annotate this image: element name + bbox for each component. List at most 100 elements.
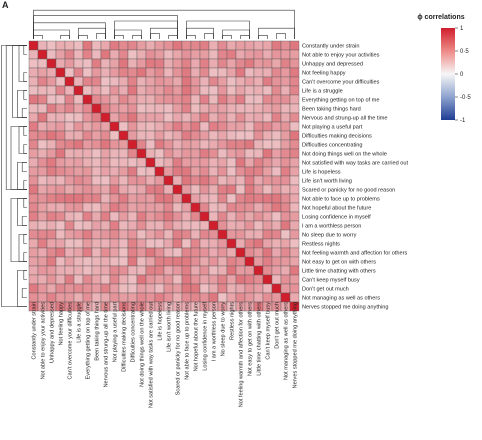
heatmap-cell — [190, 292, 201, 303]
heatmap-cell — [262, 67, 273, 78]
heatmap-cell — [127, 166, 138, 177]
heatmap-cell — [235, 202, 246, 213]
heatmap-cell — [235, 103, 246, 114]
heatmap-cell — [109, 40, 120, 51]
heatmap-cell — [64, 49, 75, 60]
heatmap-cell — [181, 274, 192, 285]
heatmap-cell — [262, 139, 273, 150]
heatmap-cell — [244, 274, 255, 285]
heatmap-cell — [172, 229, 183, 240]
heatmap-cell — [217, 58, 228, 69]
heatmap-cell — [109, 94, 120, 105]
heatmap-cell — [253, 265, 264, 276]
heatmap-cell — [172, 85, 183, 96]
heatmap-cell — [181, 112, 192, 123]
row-label: Little time chatting with others — [302, 269, 376, 275]
heatmap-cell — [244, 121, 255, 132]
heatmap-cell — [181, 157, 192, 168]
row-label: I am a worthless person — [302, 224, 361, 230]
dendrogram-branch — [78, 35, 88, 39]
heatmap-cell — [262, 130, 273, 141]
heatmap-cell — [208, 85, 219, 96]
heatmap-cell — [190, 94, 201, 105]
heatmap-cell — [127, 103, 138, 114]
top-dendrogram — [33, 9, 295, 39]
heatmap-cell — [172, 220, 183, 231]
heatmap-cell — [163, 112, 174, 123]
heatmap-cell — [28, 112, 39, 123]
heatmap-cell — [235, 229, 246, 240]
heatmap-cell — [46, 58, 57, 69]
heatmap-cell — [28, 157, 39, 168]
heatmap-cell — [118, 256, 129, 267]
heatmap-cell — [280, 76, 291, 87]
heatmap-cell — [181, 220, 192, 231]
heatmap-cell — [100, 85, 111, 96]
heatmap-cell — [64, 94, 75, 105]
heatmap-cell — [73, 274, 84, 285]
heatmap-cell — [46, 274, 57, 285]
heatmap-cell — [55, 184, 66, 195]
heatmap-cell — [37, 175, 48, 186]
heatmap-cell — [262, 193, 273, 204]
column-label: Not feeling happy — [59, 302, 65, 346]
heatmap-cell — [190, 121, 201, 132]
heatmap-cell — [226, 265, 237, 276]
heatmap-cell — [37, 274, 48, 285]
heatmap-cell — [289, 256, 300, 267]
heatmap-cell — [64, 229, 75, 240]
dendrogram-branch — [240, 35, 250, 39]
heatmap-cell — [280, 256, 291, 267]
heatmap-cell — [253, 76, 264, 87]
heatmap-cell — [244, 94, 255, 105]
heatmap-cell — [181, 166, 192, 177]
dendrogram-branch — [21, 108, 27, 118]
heatmap-cell — [46, 229, 57, 240]
heatmap-cell — [208, 292, 219, 303]
heatmap-cell — [271, 58, 282, 69]
heatmap-cell — [64, 193, 75, 204]
heatmap-cell — [109, 175, 120, 186]
heatmap-cell — [253, 238, 264, 249]
heatmap-cell — [28, 67, 39, 78]
heatmap-cell — [181, 256, 192, 267]
heatmap-cell — [226, 238, 237, 249]
heatmap-cell — [235, 247, 246, 258]
heatmap-cell — [172, 121, 183, 132]
heatmap-cell — [109, 202, 120, 213]
heatmap-cell — [73, 193, 84, 204]
heatmap-cell — [37, 40, 48, 51]
heatmap-cell — [199, 67, 210, 78]
heatmap-cell — [226, 274, 237, 285]
heatmap-cell — [46, 175, 57, 186]
heatmap-cell — [136, 238, 147, 249]
dendrogram-branch — [21, 216, 27, 226]
heatmap-cell — [136, 247, 147, 258]
heatmap-cell — [208, 193, 219, 204]
row-label: Not easy to get on with others — [302, 260, 376, 266]
heatmap-cell — [244, 184, 255, 195]
heatmap-cell — [199, 193, 210, 204]
row-label: Not playing a useful part — [302, 125, 363, 131]
heatmap-cell — [289, 301, 300, 312]
heatmap-cell — [181, 139, 192, 150]
heatmap-cell — [154, 202, 165, 213]
heatmap-cell — [109, 292, 120, 303]
heatmap-cell — [217, 121, 228, 132]
heatmap-cell — [82, 166, 93, 177]
heatmap-cell — [289, 166, 300, 177]
heatmap-cell — [280, 265, 291, 276]
heatmap-cell — [118, 49, 129, 60]
heatmap-cell — [226, 67, 237, 78]
heatmap-cell — [208, 94, 219, 105]
heatmap-cell — [280, 139, 291, 150]
dendrogram-branch — [33, 35, 43, 39]
heatmap-cell — [271, 202, 282, 213]
heatmap-cell — [64, 103, 75, 114]
heatmap-cell — [91, 130, 102, 141]
heatmap-cell — [100, 49, 111, 60]
heatmap-cell — [289, 220, 300, 231]
heatmap-cell — [109, 157, 120, 168]
heatmap-cell — [118, 283, 129, 294]
heatmap-cell — [91, 67, 102, 78]
